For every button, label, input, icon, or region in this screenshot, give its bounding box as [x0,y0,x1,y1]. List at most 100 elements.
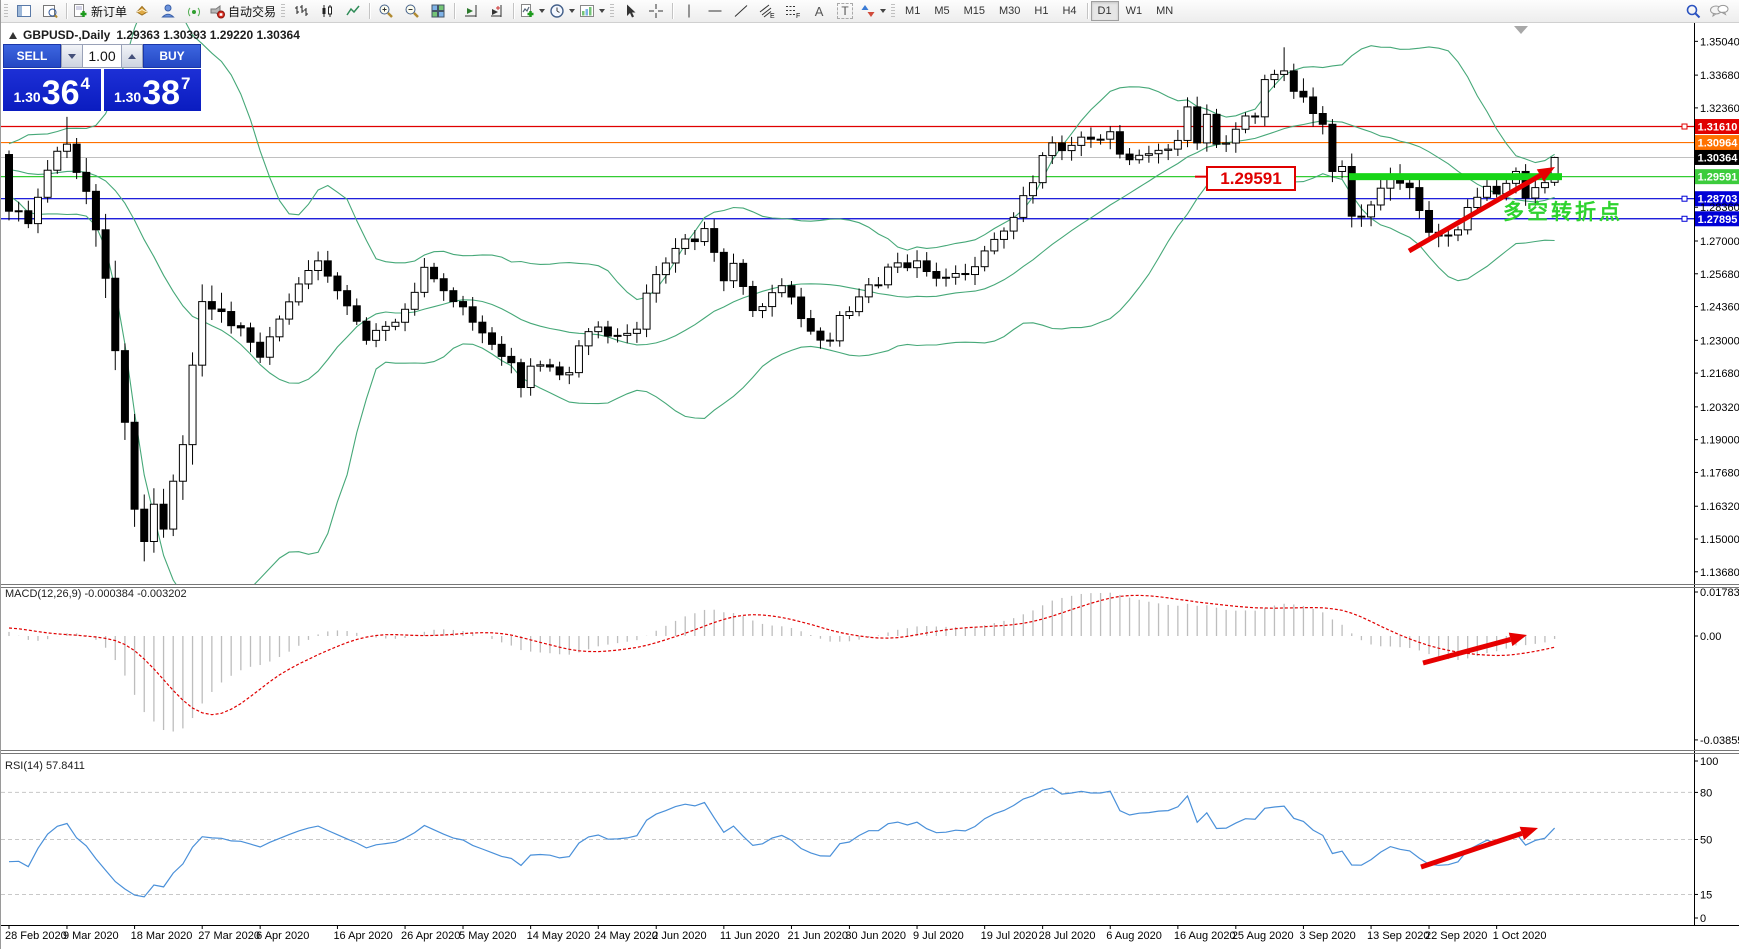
tile-windows-button[interactable] [425,1,451,21]
buy-button[interactable]: BUY [143,44,201,68]
signals-button[interactable] [181,1,207,21]
trend-arrow-head[interactable] [1536,167,1555,182]
market-depth-button[interactable] [129,1,155,21]
sell-price-display[interactable]: 1.30 36 4 [3,69,101,111]
zoom-out-button[interactable] [399,1,425,21]
candle-body [1260,79,1269,118]
horizontal-line-button[interactable] [702,1,728,21]
trend-arrow[interactable] [1422,637,1512,666]
crosshair-button[interactable] [643,1,669,21]
arrows-tool-button[interactable] [858,1,888,21]
line-drag-handle[interactable] [1681,215,1688,222]
volume-input[interactable]: 1.00 [83,44,121,68]
bar-chart-button[interactable] [288,1,314,21]
price-badge [1695,191,1739,207]
candle-body [516,362,525,389]
candle-body [1482,185,1491,198]
candle-body [497,343,506,357]
rsi-tick-label: 50 [1700,835,1712,847]
timeframe-w1[interactable]: W1 [1125,5,1143,17]
ohlc-bars-icon [295,5,309,16]
timeframe-m1[interactable]: M1 [905,5,921,17]
candle-body [439,278,448,292]
toolbar-grip[interactable] [891,4,896,18]
date-tick-label: 9 Jul 2020 [913,930,964,942]
cursor-button[interactable] [617,1,643,21]
rsi-plot [1,787,1693,898]
date-tick-label: 14 May 2020 [527,930,591,942]
periods-button[interactable] [547,1,577,21]
templates-button[interactable] [577,1,607,21]
trend-arrow[interactable] [1407,173,1542,254]
trend-arrow[interactable] [1420,831,1523,870]
price-annotation-box[interactable] [1206,166,1296,191]
horizontal-level-lines[interactable] [1,123,1694,222]
candle-body [1280,70,1289,75]
price-tick-label: 1.35040 [1700,36,1739,48]
text-tool-glyph: A [814,3,824,19]
equidistant-channel-button[interactable]: E [754,1,780,21]
support-resistance-bar[interactable] [1349,173,1562,181]
trend-arrow-head[interactable] [1519,826,1538,841]
zoom-out-icon [405,4,419,18]
timeframe-m15[interactable]: M15 [963,5,985,17]
auto-scroll-button[interactable] [484,1,510,21]
price-badge [1695,149,1739,165]
toolbar-grip[interactable] [4,4,8,18]
text-label-button[interactable]: T [832,1,858,21]
chart-annotations[interactable]: 1.29591 多空转折点 [1195,26,1623,870]
candle-body [768,292,777,308]
volume-decrease-button[interactable] [61,44,83,68]
candlestick-chart-button[interactable] [314,1,340,21]
zoom-in-button[interactable] [373,1,399,21]
trend-arrow-head[interactable] [1508,632,1527,647]
trend-annotation-text[interactable]: 多空转折点 [1503,200,1623,224]
timeframe-m5[interactable]: M5 [934,5,950,17]
candle-body [652,274,661,294]
trendline-button[interactable] [728,1,754,21]
buy-price-display[interactable]: 1.30 38 7 [103,69,201,111]
toolbar-grip[interactable] [610,4,615,18]
candle-body [729,262,738,282]
timeframe-d1[interactable]: D1 [1090,1,1119,21]
rsi-line [8,787,1556,898]
date-tick-label: 27 Mar 2020 [198,930,260,942]
data-window-button[interactable] [37,1,63,21]
toolbar-grip[interactable] [281,4,286,18]
timeframe-mn[interactable]: MN [1156,5,1174,17]
text-button[interactable]: A [806,1,832,21]
timeframe-m30[interactable]: M30 [999,5,1021,17]
price-badge-value: 1.31610 [1698,122,1738,134]
fibonacci-button[interactable]: F [780,1,806,21]
rsi-tick-label: 80 [1700,787,1712,799]
cursor-arrow-icon [627,4,636,18]
collapse-triangle-icon[interactable] [9,31,17,39]
price-tick-label: 1.25680 [1700,269,1739,281]
new-order-button[interactable]: 新订单 [70,1,129,21]
candle-body [362,320,371,341]
candle-body [207,301,216,310]
candle-body [1144,153,1153,156]
sell-button[interactable]: SELL [3,44,61,68]
timeframe-h1[interactable]: H1 [1034,5,1049,17]
candle-body [1357,215,1366,218]
vertical-line-button[interactable] [676,1,702,21]
timeframe-h4[interactable]: H4 [1062,5,1077,17]
candle-body [333,275,342,292]
volume-increase-button[interactable] [121,44,143,68]
market-watch-button[interactable] [11,1,37,21]
line-drag-handle[interactable] [1681,195,1688,202]
search-button[interactable] [1680,1,1706,21]
line-drag-handle[interactable] [1681,123,1688,130]
candle-body [246,327,255,343]
indicators-chart-icon [580,5,595,17]
chart-shift-button[interactable] [458,1,484,21]
line-chart-button[interactable] [340,1,366,21]
chart-shift-marker-icon[interactable] [1514,26,1528,34]
accounts-button[interactable] [155,1,181,21]
new-chart-button[interactable] [517,1,547,21]
autotrading-button[interactable]: 自动交易 [207,1,278,21]
community-button[interactable] [1706,1,1732,21]
chart-shift-icon [465,5,477,17]
